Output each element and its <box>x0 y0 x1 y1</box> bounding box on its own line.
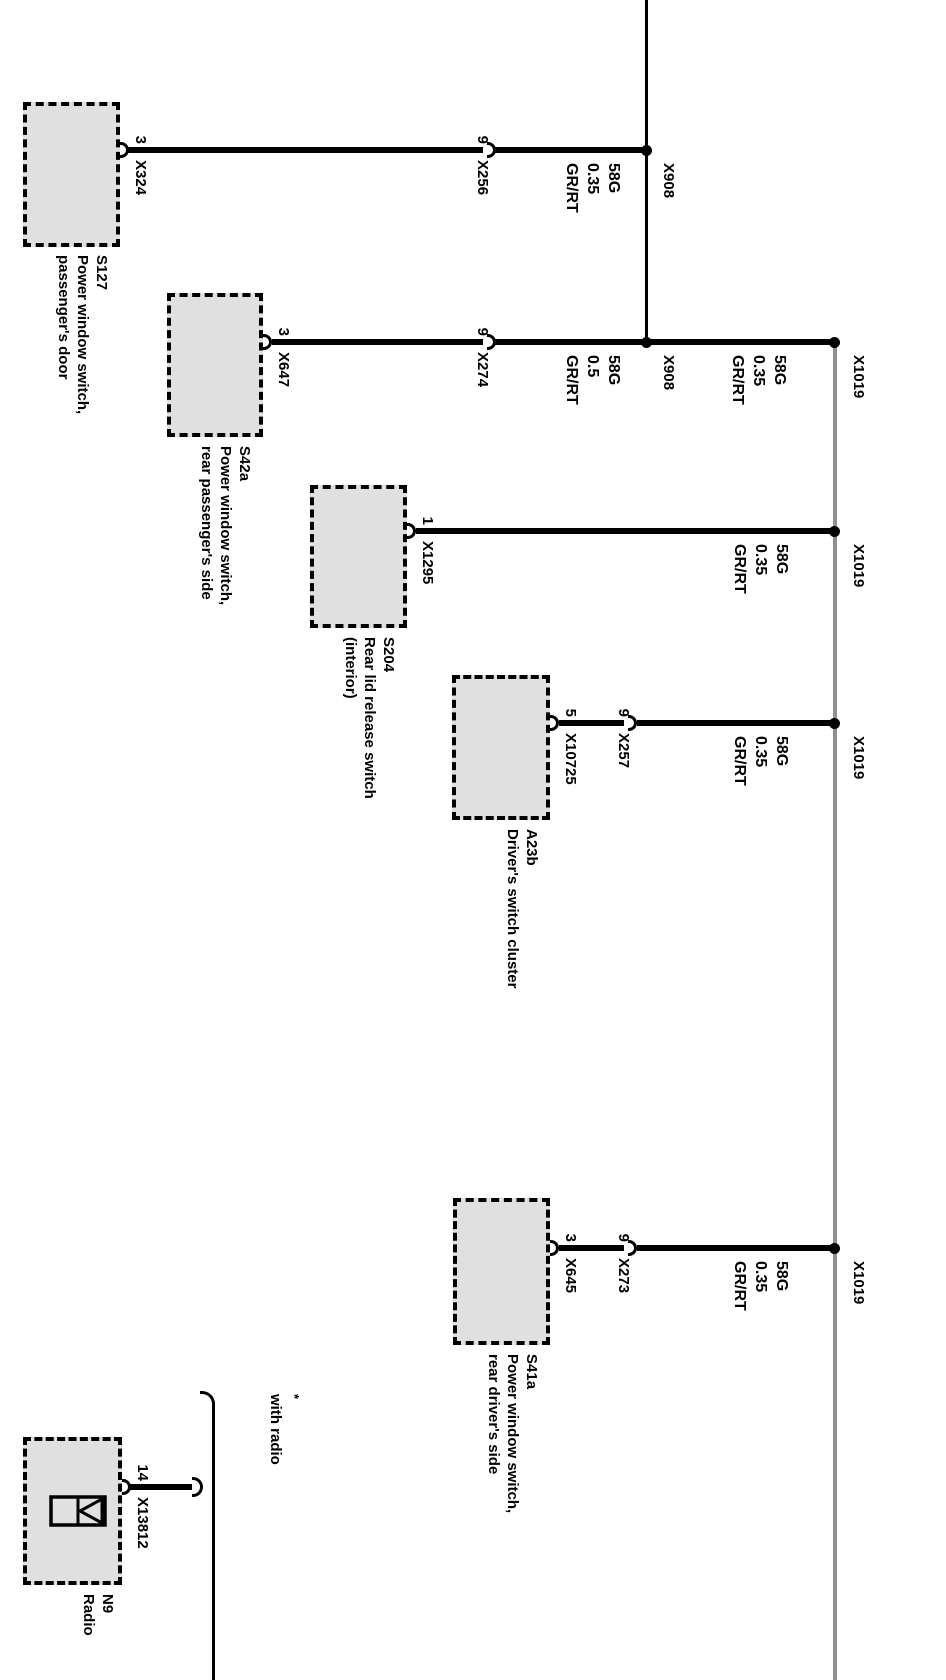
wire-segment <box>637 1245 837 1251</box>
option-connector-arc <box>192 1477 203 1497</box>
box-connector-arc <box>263 334 272 350</box>
bus-label-x1019: X1019 <box>850 736 867 780</box>
connector-label: X1295 <box>419 541 436 585</box>
pin-number: 3 <box>132 135 149 144</box>
bus-label-x1019: X1019 <box>850 355 867 399</box>
pin-number: 14 <box>134 1464 151 1481</box>
bus-label-x1019: X1019 <box>850 544 867 588</box>
wire-segment <box>637 720 837 726</box>
component-box-a23b <box>452 675 550 820</box>
pin-number: 9 <box>474 327 491 336</box>
wire-spec-label: 58G 0.35 GR/RT <box>731 736 790 786</box>
pin-number: 9 <box>615 708 632 717</box>
wire-segment <box>494 147 648 153</box>
component-name-s204: S204 Rear lid release switch (interior) <box>342 637 397 799</box>
component-box-s41a <box>453 1198 550 1345</box>
pin-number: 1 <box>419 516 436 525</box>
box-connector-arc <box>550 715 559 731</box>
wire-segment <box>272 339 483 345</box>
wire-segment <box>416 528 837 534</box>
wire-spec-label: 58G 0.35 GR/RT <box>731 544 790 594</box>
wire-segment <box>559 720 624 726</box>
box-connector-arc <box>122 1479 131 1495</box>
box-connector-arc <box>550 1240 559 1256</box>
pin-number: 5 <box>562 708 579 717</box>
component-name-a23b: A23b Driver's switch cluster <box>504 829 540 989</box>
component-box-s42a <box>167 293 263 437</box>
option-label: with radio <box>267 1394 284 1465</box>
component-name-s42a: S42a Power window switch, rear passenger… <box>198 446 253 606</box>
inline-connector-arc <box>487 142 496 158</box>
pin-number: 9 <box>615 1233 632 1242</box>
wire-spec-label: 58G 0.5 GR/RT <box>563 355 622 405</box>
bus-label-x1019: X1019 <box>850 1261 867 1305</box>
connector-label: X647 <box>275 352 292 388</box>
box-connector-arc <box>120 142 129 158</box>
connector-label: X256 <box>474 160 491 196</box>
component-name-n9: N9 Radio <box>80 1594 116 1636</box>
connector-label: X257 <box>615 733 632 769</box>
component-box-s204 <box>310 485 407 628</box>
wire-segment <box>559 1245 624 1251</box>
component-name-s41a: S41a Power window switch, rear driver's … <box>485 1354 540 1514</box>
wire-spec-label: 58G 0.35 GR/RT <box>729 355 788 405</box>
wire-segment <box>128 147 483 153</box>
inline-connector-arc <box>628 715 637 731</box>
pin-number: 9 <box>474 135 491 144</box>
bus-x908-line <box>645 0 648 345</box>
connector-label: X324 <box>132 160 149 196</box>
pin-number: 3 <box>275 327 292 336</box>
box-connector-arc <box>407 523 416 539</box>
component-name-s127: S127 Power window switch, passenger's do… <box>55 255 110 415</box>
wire-spec-label: 58G 0.35 GR/RT <box>731 1261 790 1311</box>
option-bracket-line <box>212 1402 215 1680</box>
inline-connector-arc <box>628 1240 637 1256</box>
wire-segment <box>129 1484 192 1490</box>
wire-spec-label: 58G 0.35 GR/RT <box>563 163 622 213</box>
bus-label-x908: X908 <box>660 163 677 199</box>
wire-segment <box>494 339 837 345</box>
bus-label-x908: X908 <box>660 355 677 391</box>
connector-label: X273 <box>615 1258 632 1294</box>
speaker-icon <box>49 1495 107 1527</box>
bus-x1019-line <box>833 339 837 1680</box>
connector-label: X274 <box>474 352 491 388</box>
footnote-marker: * <box>287 1394 302 1400</box>
connector-label: X10725 <box>562 733 579 785</box>
connector-label: X13812 <box>134 1497 151 1549</box>
component-box-s127 <box>23 102 120 247</box>
inline-connector-arc <box>487 334 496 350</box>
connector-label: X645 <box>562 1258 579 1294</box>
pin-number: 3 <box>562 1233 579 1242</box>
